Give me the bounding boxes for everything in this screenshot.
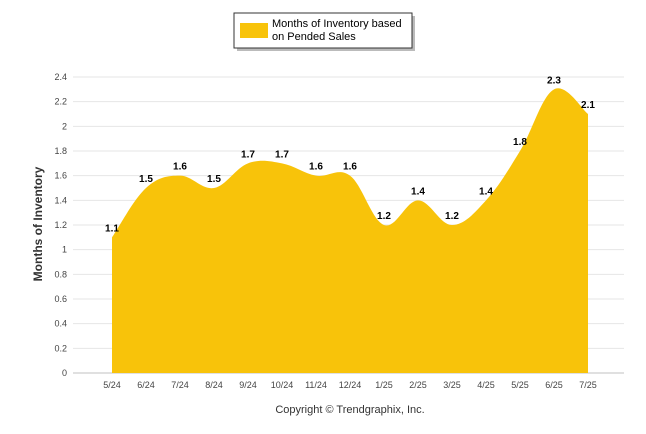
data-label: 1.4 <box>479 186 493 197</box>
data-label: 1.2 <box>377 211 391 222</box>
y-tick-label: 1.4 <box>54 195 67 205</box>
legend: Months of Inventory based on Pended Sale… <box>233 12 415 51</box>
x-tick-label: 3/25 <box>443 380 461 390</box>
area-fill <box>112 88 588 374</box>
y-tick-label: 1.8 <box>54 146 67 156</box>
y-tick-label: 0 <box>62 368 67 378</box>
data-label: 1.6 <box>173 162 187 173</box>
y-tick-label: 2 <box>62 121 67 131</box>
data-label: 2.1 <box>581 100 595 111</box>
x-tick-label: 6/25 <box>545 380 563 390</box>
x-tick-label: 11/24 <box>305 380 327 390</box>
legend-swatch <box>240 23 268 38</box>
x-tick-label: 7/25 <box>579 380 597 390</box>
data-label: 1.2 <box>445 211 459 222</box>
y-tick-label: 1 <box>62 245 67 255</box>
y-axis-label: Months of Inventory <box>31 166 45 281</box>
y-tick-label: 2.2 <box>54 97 67 107</box>
x-axis-ticks: 5/24 6/24 7/24 8/24 9/24 10/24 11/24 12/24 1/25 2… <box>103 380 597 390</box>
x-tick-label: 6/24 <box>137 380 155 390</box>
copyright: Copyright © Trendgraphix, Inc. <box>275 404 424 416</box>
legend-label-line-1: Months of Inventory based <box>272 18 402 30</box>
x-tick-label: 1/25 <box>375 380 393 390</box>
x-tick-label: 2/25 <box>409 380 427 390</box>
y-axis-ticks: 0 0.2 0.4 0.6 0.8 1 1.2 1.4 1.6 1.8 2 2.2 2.4 <box>54 72 67 378</box>
y-tick-label: 2.4 <box>54 72 67 82</box>
x-tick-label: 12/24 <box>339 380 362 390</box>
x-tick-label: 5/25 <box>511 380 529 390</box>
x-tick-label: 5/24 <box>103 380 121 390</box>
data-label: 1.8 <box>513 137 527 148</box>
data-labels: 1.1 1.5 1.6 1.5 1.7 1.7 1.6 1.6 1.2 1.4 1.2 1.4 1.8 2… <box>105 75 595 234</box>
y-tick-label: 1.2 <box>54 220 67 230</box>
y-tick-label: 0.2 <box>54 343 67 353</box>
data-label: 1.4 <box>411 186 425 197</box>
data-label: 1.7 <box>241 149 255 160</box>
area-series <box>112 88 588 374</box>
x-tick-label: 8/24 <box>205 380 223 390</box>
data-label: 1.5 <box>139 174 153 185</box>
legend-label-line-2: on Pended Sales <box>272 31 356 43</box>
x-tick-label: 10/24 <box>271 380 294 390</box>
x-tick-label: 4/25 <box>477 380 495 390</box>
data-label: 1.6 <box>309 162 323 173</box>
x-tick-label: 7/24 <box>171 380 189 390</box>
data-label: 1.1 <box>105 223 119 234</box>
data-label: 2.3 <box>547 75 561 86</box>
x-tick-label: 9/24 <box>239 380 257 390</box>
data-label: 1.7 <box>275 149 289 160</box>
data-label: 1.5 <box>207 174 221 185</box>
y-tick-label: 0.4 <box>54 319 67 329</box>
y-tick-label: 1.6 <box>54 171 67 181</box>
data-label: 1.6 <box>343 162 357 173</box>
y-tick-label: 0.8 <box>54 269 67 279</box>
y-tick-label: 0.6 <box>54 294 67 304</box>
